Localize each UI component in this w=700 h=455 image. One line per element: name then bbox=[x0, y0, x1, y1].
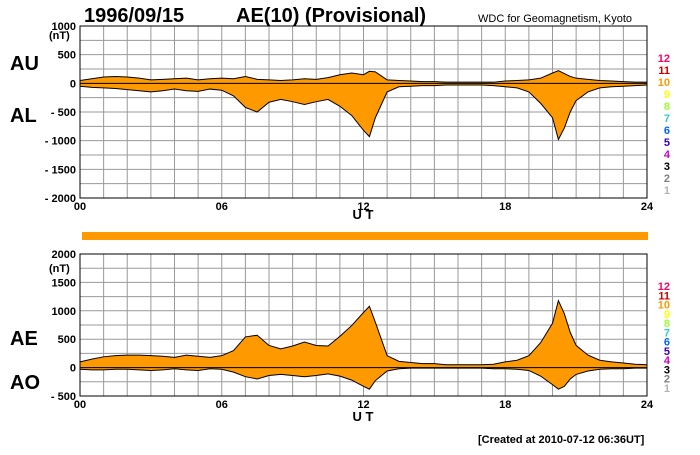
station-scale-label: 7 bbox=[664, 327, 670, 339]
panel2-label-ao: AO bbox=[10, 372, 40, 394]
y-tick-label: 2000 bbox=[52, 249, 76, 261]
x-tick-label: 18 bbox=[499, 399, 511, 411]
panel1-label-au: AU bbox=[10, 53, 39, 75]
station-scale-label: 8 bbox=[664, 318, 670, 330]
x-tick-label: 18 bbox=[499, 201, 511, 213]
x-tick-label: 24 bbox=[641, 399, 654, 411]
created-label: [Created at 2010-07-12 06:36UT] bbox=[478, 434, 645, 446]
panel2-xlabel: U T bbox=[353, 409, 374, 424]
station-scale-label: 1 bbox=[664, 383, 670, 395]
station-scale-label: 6 bbox=[664, 337, 670, 349]
station-scale-label: 12 bbox=[658, 281, 670, 293]
station-scale-label: 9 bbox=[664, 89, 670, 101]
x-tick-label: 12 bbox=[357, 201, 369, 213]
station-scale-label: 1 bbox=[664, 185, 670, 197]
panel1-area bbox=[79, 70, 648, 141]
station-scale-label: 3 bbox=[664, 161, 670, 173]
panel1-frame bbox=[79, 25, 648, 199]
date-title: 1996/09/15 bbox=[84, 5, 184, 27]
panel1-y-ticks: 1000 500 0 - 500 - 1000 - 1500 - 2000 bbox=[45, 21, 76, 205]
station-scale-label: 5 bbox=[664, 137, 670, 149]
series-line-ae bbox=[79, 299, 648, 366]
station-scale-label: 6 bbox=[664, 125, 670, 137]
y-tick-label: 1500 bbox=[52, 277, 76, 289]
panel2-label-ae: AE bbox=[10, 328, 38, 350]
series-line-al bbox=[79, 84, 648, 141]
panel2-area bbox=[79, 299, 648, 390]
separator-bar bbox=[82, 232, 648, 240]
panel2-x-ticks: 00 06 12 18 24 bbox=[74, 399, 654, 411]
area-fill bbox=[80, 70, 647, 140]
panel1-label-al: AL bbox=[10, 105, 37, 127]
panel1-x-ticks: 00 06 12 18 24 bbox=[74, 201, 654, 213]
x-tick-label: 12 bbox=[357, 399, 369, 411]
station-scale-label: 2 bbox=[664, 173, 670, 185]
station-scale-label: 12 bbox=[658, 53, 670, 65]
y-tick-label: 500 bbox=[58, 50, 76, 62]
x-tick-label: 24 bbox=[641, 201, 654, 213]
y-tick-label: - 500 bbox=[51, 391, 76, 403]
station-scale-label: 11 bbox=[658, 290, 670, 302]
x-tick-label: 00 bbox=[74, 201, 86, 213]
area-fill bbox=[80, 300, 647, 390]
panel2-frame bbox=[79, 253, 648, 397]
station-scale-label: 7 bbox=[664, 113, 670, 125]
station-scale-label: 10 bbox=[658, 300, 670, 312]
y-tick-label: - 1500 bbox=[45, 164, 76, 176]
y-tick-label: - 2000 bbox=[45, 193, 76, 205]
x-tick-label: 06 bbox=[216, 399, 228, 411]
y-tick-label: - 1000 bbox=[45, 136, 76, 148]
station-scale-label: 11 bbox=[658, 65, 670, 77]
panel1-units: (nT) bbox=[49, 30, 70, 42]
y-tick-label: 1000 bbox=[52, 306, 76, 318]
series-line-au bbox=[79, 70, 647, 83]
panel1-xlabel: U T bbox=[353, 207, 374, 222]
y-tick-label: 0 bbox=[70, 78, 76, 90]
chart-title: AE(10) (Provisional) bbox=[236, 5, 426, 27]
station-scale-label: 4 bbox=[664, 149, 671, 161]
station-scale-label: 3 bbox=[664, 364, 670, 376]
panel2-units: (nT) bbox=[49, 263, 70, 275]
source-label: WDC for Geomagnetism, Kyoto bbox=[478, 13, 632, 25]
panel2-y-ticks: 2000 1500 1000 500 0 - 500 bbox=[51, 249, 76, 403]
station-scale-label: 9 bbox=[664, 309, 670, 321]
station-scale-label: 10 bbox=[658, 77, 670, 89]
y-tick-label: 0 bbox=[70, 363, 76, 375]
x-tick-label: 06 bbox=[216, 201, 228, 213]
y-tick-label: 1000 bbox=[52, 21, 76, 33]
y-tick-label: 500 bbox=[58, 334, 76, 346]
station-scale-label: 2 bbox=[664, 374, 670, 386]
station-scale-label: 4 bbox=[664, 355, 671, 367]
x-tick-label: 00 bbox=[74, 399, 86, 411]
series-line-ao bbox=[79, 367, 647, 390]
station-scale-label: 8 bbox=[664, 101, 670, 113]
y-tick-label: - 500 bbox=[51, 107, 76, 119]
station-scale-label: 5 bbox=[664, 346, 670, 358]
